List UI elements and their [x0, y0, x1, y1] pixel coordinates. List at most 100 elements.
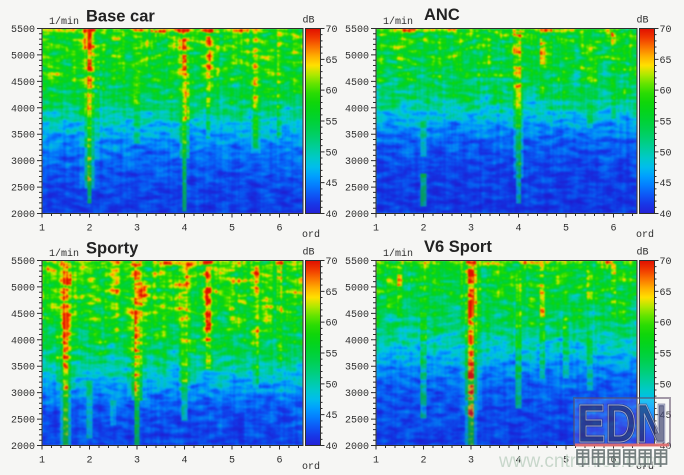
svg-text:3: 3	[134, 456, 140, 467]
svg-text:4500: 4500	[345, 78, 369, 89]
svg-text:45: 45	[660, 179, 672, 190]
svg-text:3500: 3500	[345, 363, 369, 374]
svg-text:4500: 4500	[11, 310, 35, 321]
svg-text:Sporty: Sporty	[86, 240, 139, 258]
svg-text:50: 50	[660, 380, 672, 391]
svg-text:5500: 5500	[11, 257, 35, 268]
svg-text:4: 4	[515, 456, 521, 467]
svg-text:5500: 5500	[345, 25, 369, 36]
svg-text:5000: 5000	[11, 51, 35, 62]
svg-text:50: 50	[326, 380, 338, 391]
svg-text:ord: ord	[302, 229, 320, 241]
svg-text:4000: 4000	[11, 104, 35, 115]
svg-text:45: 45	[326, 179, 338, 190]
svg-text:1/min: 1/min	[383, 248, 413, 260]
svg-text:55: 55	[660, 350, 672, 361]
svg-text:3000: 3000	[345, 157, 369, 168]
svg-text:60: 60	[326, 87, 338, 98]
svg-text:40: 40	[326, 442, 338, 453]
svg-text:45: 45	[660, 411, 672, 422]
svg-text:5000: 5000	[345, 51, 369, 62]
svg-text:2: 2	[420, 456, 426, 467]
svg-text:5: 5	[229, 456, 235, 467]
svg-text:1/min: 1/min	[383, 16, 413, 28]
svg-text:60: 60	[326, 319, 338, 330]
svg-text:6: 6	[276, 224, 282, 235]
svg-text:ANC: ANC	[424, 6, 460, 24]
svg-text:5000: 5000	[345, 283, 369, 294]
svg-text:www.cntronics.com: www.cntronics.com	[498, 451, 662, 472]
svg-text:2000: 2000	[345, 442, 369, 453]
svg-text:6: 6	[610, 224, 616, 235]
svg-text:4500: 4500	[11, 78, 35, 89]
svg-text:2500: 2500	[11, 184, 35, 195]
svg-text:45: 45	[326, 411, 338, 422]
svg-text:4000: 4000	[11, 336, 35, 347]
svg-text:70: 70	[660, 257, 672, 268]
svg-text:3500: 3500	[345, 131, 369, 142]
svg-text:6: 6	[276, 456, 282, 467]
svg-text:2000: 2000	[11, 210, 35, 221]
svg-text:ord: ord	[302, 461, 320, 473]
svg-text:70: 70	[660, 25, 672, 36]
svg-text:dB: dB	[637, 247, 649, 259]
svg-text:60: 60	[660, 87, 672, 98]
svg-text:55: 55	[326, 118, 338, 129]
svg-text:70: 70	[326, 257, 338, 268]
svg-text:1: 1	[39, 456, 45, 467]
svg-text:5: 5	[563, 456, 569, 467]
svg-text:4500: 4500	[345, 310, 369, 321]
svg-text:65: 65	[326, 288, 338, 299]
svg-text:3000: 3000	[345, 389, 369, 400]
svg-text:ord: ord	[636, 229, 654, 241]
svg-text:4000: 4000	[345, 104, 369, 115]
svg-text:50: 50	[660, 148, 672, 159]
svg-text:Base car: Base car	[86, 8, 155, 26]
svg-text:40: 40	[660, 210, 672, 221]
svg-text:1/min: 1/min	[49, 16, 79, 28]
svg-text:65: 65	[660, 56, 672, 67]
svg-text:V6 Sport: V6 Sport	[424, 238, 492, 256]
svg-text:2: 2	[86, 224, 92, 235]
svg-text:70: 70	[326, 25, 338, 36]
svg-text:2500: 2500	[11, 416, 35, 427]
svg-text:50: 50	[326, 148, 338, 159]
svg-text:3500: 3500	[11, 363, 35, 374]
svg-text:4: 4	[515, 224, 521, 235]
svg-text:5: 5	[563, 224, 569, 235]
svg-text:55: 55	[660, 118, 672, 129]
svg-text:3500: 3500	[11, 131, 35, 142]
svg-text:dB: dB	[637, 15, 649, 27]
svg-text:EDN: EDN	[577, 394, 667, 454]
svg-text:65: 65	[660, 288, 672, 299]
svg-text:1: 1	[39, 224, 45, 235]
svg-text:3000: 3000	[11, 157, 35, 168]
svg-text:4: 4	[181, 456, 187, 467]
svg-text:55: 55	[326, 350, 338, 361]
svg-text:2500: 2500	[345, 416, 369, 427]
svg-text:5500: 5500	[11, 25, 35, 36]
svg-text:3: 3	[468, 224, 474, 235]
svg-text:40: 40	[660, 442, 672, 453]
svg-text:2: 2	[420, 224, 426, 235]
svg-text:2000: 2000	[11, 442, 35, 453]
svg-text:EDN: EDN	[577, 394, 667, 454]
svg-text:3000: 3000	[11, 389, 35, 400]
svg-text:2: 2	[86, 456, 92, 467]
svg-text:4000: 4000	[345, 336, 369, 347]
svg-text:5000: 5000	[11, 283, 35, 294]
svg-text:65: 65	[326, 56, 338, 67]
svg-text:3: 3	[134, 224, 140, 235]
svg-text:1/min: 1/min	[49, 248, 79, 260]
svg-text:40: 40	[326, 210, 338, 221]
svg-text:1: 1	[373, 224, 379, 235]
svg-text:dB: dB	[303, 15, 315, 27]
svg-text:3: 3	[468, 456, 474, 467]
svg-text:60: 60	[660, 319, 672, 330]
svg-text:5: 5	[229, 224, 235, 235]
svg-text:5500: 5500	[345, 257, 369, 268]
svg-text:4: 4	[181, 224, 187, 235]
svg-text:1: 1	[373, 456, 379, 467]
svg-text:dB: dB	[303, 247, 315, 259]
svg-text:2000: 2000	[345, 210, 369, 221]
